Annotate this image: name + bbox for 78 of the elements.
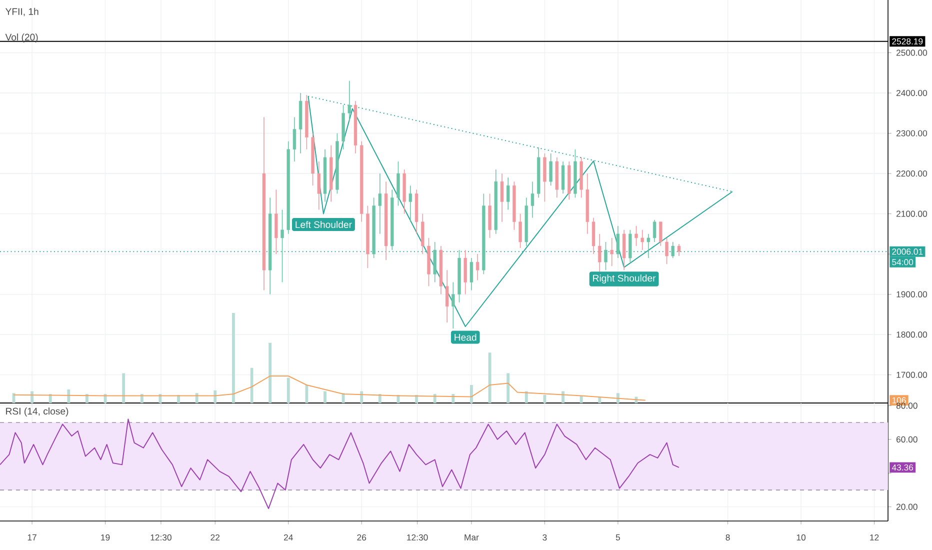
y-tick-label: 20.00 <box>896 504 918 510</box>
bar <box>67 390 70 403</box>
candlestick <box>476 254 480 281</box>
chart-title: Vol (20) <box>5 34 38 42</box>
text: 43.36 <box>892 464 914 471</box>
y-tick-label: 80.00 <box>896 402 918 409</box>
bar <box>616 393 620 403</box>
x-tick-label: 12 <box>870 534 879 540</box>
candlestick <box>604 242 608 271</box>
candlestick <box>378 173 382 234</box>
candlestick <box>549 152 552 186</box>
candlestick <box>634 225 638 246</box>
candlestick <box>530 181 534 218</box>
bar <box>286 378 290 403</box>
x-tick-label: 10 <box>796 534 806 541</box>
bar <box>562 391 564 403</box>
ref-line-label: 2528.19 <box>892 38 923 44</box>
candlestick <box>671 242 674 258</box>
candlestick <box>452 282 455 329</box>
bar <box>214 390 217 403</box>
bar <box>195 393 198 403</box>
candlestick <box>652 219 656 242</box>
candlestick <box>598 234 602 273</box>
x-tick-label: 8 <box>726 534 730 541</box>
candlestick <box>518 213 522 248</box>
x-tick-label: 12:30 <box>150 534 172 541</box>
candlestick <box>500 173 504 222</box>
x-tick-label: 22 <box>210 534 220 540</box>
y-tick-label: 1700.00 <box>896 372 928 378</box>
y-tick-label: 2400.00 <box>896 90 928 96</box>
candlestick <box>616 225 620 258</box>
bar <box>470 385 473 403</box>
y-tick-label: 60.00 <box>896 436 918 442</box>
candlestick <box>506 177 510 210</box>
candlestick <box>408 185 412 222</box>
bar <box>543 394 546 403</box>
text: 106 <box>892 397 906 404</box>
text: 54:00 <box>892 259 914 266</box>
y-tick-label: 1800.00 <box>896 331 928 338</box>
annotation: Right Shoulder <box>593 274 656 284</box>
bar <box>506 373 510 403</box>
bar <box>122 373 126 403</box>
bar <box>580 396 583 403</box>
x-tick-label: Mar <box>464 534 479 540</box>
candlestick <box>348 80 352 122</box>
candlestick <box>445 270 449 323</box>
candlestick <box>292 116 296 162</box>
candlestick <box>610 238 614 267</box>
candlestick <box>665 238 668 264</box>
annotation: Head <box>454 334 476 341</box>
text: YFII, 1h <box>5 8 38 16</box>
candlestick <box>640 229 644 250</box>
candlestick <box>470 258 474 291</box>
candlestick <box>659 221 662 246</box>
x-tick-label: 24 <box>284 534 293 540</box>
bar <box>30 391 34 403</box>
chart-title: RSI (14, close) <box>6 408 68 416</box>
bar <box>268 342 272 403</box>
bar <box>232 312 235 403</box>
y-tick-label: 2100.00 <box>896 210 928 217</box>
candlestick <box>646 234 650 258</box>
y-tick-label: 2300.00 <box>896 130 928 136</box>
candlestick <box>677 244 681 256</box>
annotation: Left Shoulder <box>296 220 352 228</box>
bar <box>324 391 326 403</box>
x-tick-label: 5 <box>616 534 620 540</box>
x-tick-label: 12:30 <box>407 534 428 541</box>
candlestick <box>280 209 284 283</box>
ref-line-label: 2006.01 <box>892 248 923 255</box>
bar <box>524 391 528 403</box>
y-tick-label: 1900.00 <box>896 291 928 298</box>
candlestick <box>317 161 320 210</box>
x-tick-label: 26 <box>357 534 366 541</box>
x-tick-label: 3 <box>542 534 547 541</box>
y-tick-label: 2200.00 <box>896 170 928 177</box>
x-tick-label: 19 <box>101 534 110 541</box>
y-tick-label: 2500.00 <box>896 50 928 56</box>
x-tick-label: 17 <box>28 534 36 540</box>
